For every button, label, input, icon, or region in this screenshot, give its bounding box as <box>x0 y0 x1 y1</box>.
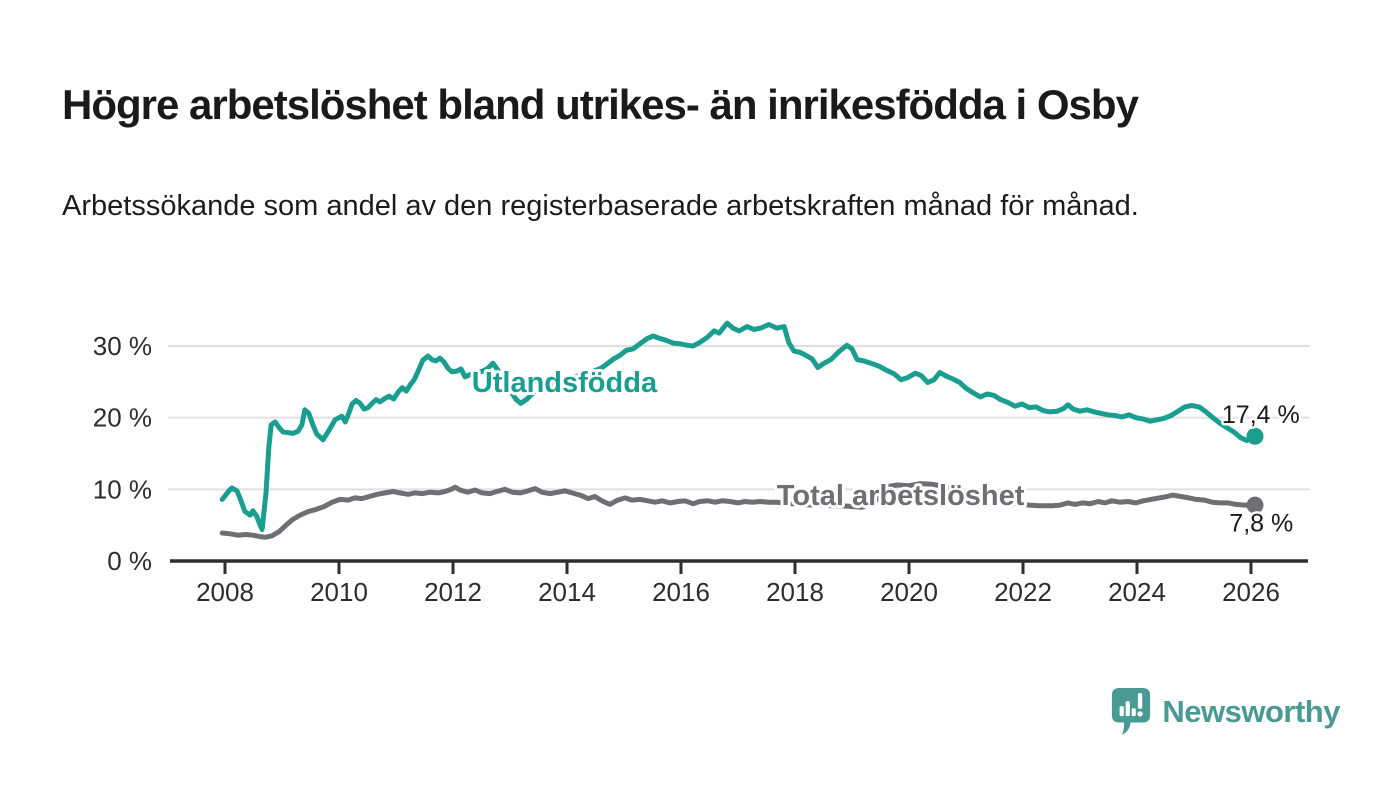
x-tick-label: 2010 <box>310 577 368 607</box>
newsworthy-bubble-chart-icon <box>1112 687 1151 735</box>
x-tick-label: 2020 <box>880 577 938 607</box>
x-tick-label: 2008 <box>196 577 254 607</box>
page-title: Högre arbetslöshet bland utrikes- än inr… <box>62 81 1139 129</box>
end-dot-total <box>1246 496 1264 514</box>
x-tick-label: 2012 <box>424 577 482 607</box>
end-dot-utlandsfodda <box>1246 427 1264 445</box>
y-tick-label: 30 % <box>93 331 152 361</box>
line-total <box>219 481 1258 540</box>
x-tick-label: 2016 <box>652 577 710 607</box>
series-label-utlandsfodda: Utlandsfödda <box>472 367 658 399</box>
series-label-total: Total arbetslöshet <box>777 480 1025 512</box>
y-tick-label: 20 % <box>93 403 152 433</box>
end-value-label-utlandsfodda: 17,4 % <box>1222 401 1300 429</box>
y-tick-label: 10 % <box>93 474 152 504</box>
page-subtitle: Arbetssökande som andel av den registerb… <box>62 190 1139 222</box>
x-tick-label: 2024 <box>1108 577 1166 607</box>
x-tick-label: 2014 <box>538 577 596 607</box>
line-utlandsfodda <box>219 320 1258 532</box>
end-value-label-total: 7,8 % <box>1229 510 1293 538</box>
x-tick-label: 2018 <box>766 577 824 607</box>
x-tick-label: 2022 <box>994 577 1052 607</box>
brand-name: Newsworthy <box>1162 694 1340 729</box>
brand-footer: Newsworthy <box>1111 684 1340 740</box>
y-tick-label: 0 % <box>107 546 152 576</box>
x-tick-label: 2026 <box>1222 577 1280 607</box>
